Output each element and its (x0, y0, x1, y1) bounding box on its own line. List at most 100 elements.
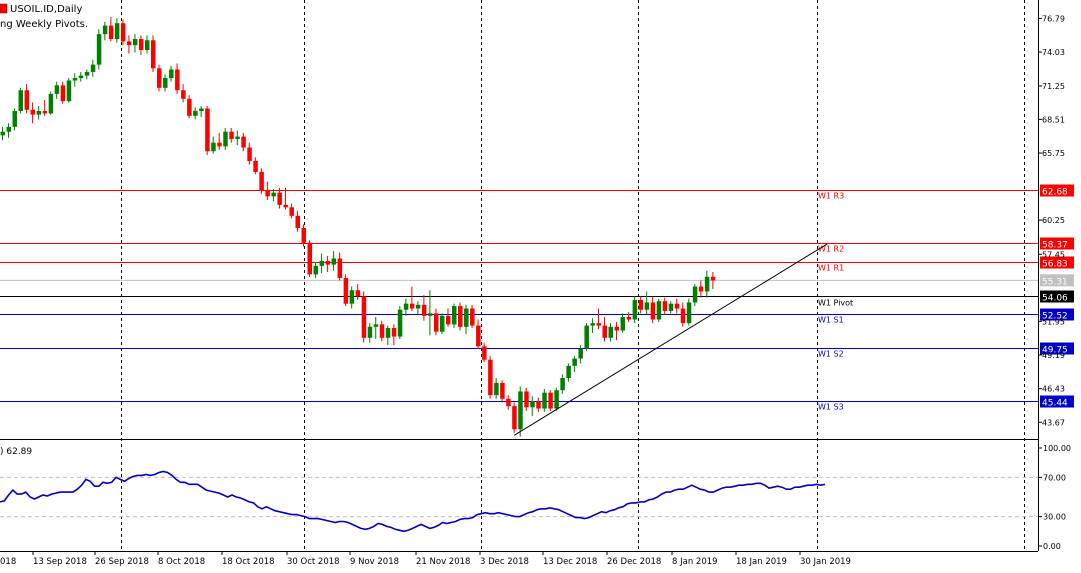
candle-body (193, 110, 198, 116)
chart-frames (0, 0, 1039, 552)
trendline-group (513, 243, 828, 436)
candle-body (518, 391, 523, 430)
candle-body (144, 40, 150, 50)
candle-body (126, 41, 132, 46)
candle-body (289, 207, 294, 216)
price-tick-label: 76.79 (1042, 14, 1065, 23)
candle-body (452, 306, 457, 325)
candle-body (199, 108, 204, 111)
candle-body (470, 308, 475, 326)
candle-body (295, 215, 300, 229)
rsi-axis[interactable]: 100.00 70.00 30.00 0.00 (1038, 444, 1071, 551)
candle-body (692, 286, 698, 303)
pivot-levels: W1 R3 62.68 W1 R2 58.37 W1 R1 56.83 W1 Pivot 54… (0, 184, 1074, 412)
candle-body (283, 204, 288, 208)
level-name-label: W1 S1 (818, 316, 844, 325)
candle-body (319, 260, 325, 266)
candle-body (361, 296, 367, 338)
candle-body (331, 258, 337, 265)
level-price-label: 58.37 (1042, 241, 1068, 251)
candle-body (614, 326, 620, 331)
time-tick-label: 8 Jan 2019 (672, 557, 718, 567)
rsi-tick-label: 30.00 (1043, 513, 1066, 522)
rsi-tick-label: 100.00 (1043, 444, 1071, 453)
candle-body (367, 326, 373, 338)
candle-body (698, 286, 704, 292)
level-name-label: W1 S2 (818, 350, 844, 359)
candle-body (686, 302, 692, 324)
candle-body (409, 303, 415, 309)
candle-body (704, 276, 710, 292)
price-axis[interactable]: 76.79 74.03 71.25 68.51 65.75 60.25 57.45 51.95… (1038, 14, 1065, 427)
candle-body (277, 192, 282, 205)
candle-body (530, 401, 535, 408)
candle-body (464, 308, 469, 327)
time-tick-label: 21 Nov 2018 (416, 557, 470, 567)
candle-body (494, 382, 499, 396)
candle-body (48, 93, 54, 114)
candle-body (0, 131, 5, 136)
candle-body (566, 365, 571, 379)
candlestick-series (0, 17, 716, 437)
candle-body (6, 126, 12, 132)
candle-body (96, 34, 102, 65)
candle-body (60, 85, 66, 102)
candle-body (325, 260, 331, 265)
rsi-tick-label: 70.00 (1043, 473, 1066, 482)
candle-body (138, 39, 144, 50)
time-tick-label: 18 Jan 2019 (736, 557, 787, 567)
candle-body (500, 382, 505, 399)
candle-body (241, 136, 246, 148)
time-tick-label: 18 Oct 2018 (222, 557, 275, 567)
vertical-gridlines (121, 0, 1025, 551)
candle-body (620, 317, 626, 331)
time-tick-label: 8 Oct 2018 (158, 557, 205, 567)
time-tick-label: 3 Dec 2018 (480, 557, 529, 567)
indicator-title: ng Weekly Pivots. (0, 19, 88, 30)
candle-body (554, 390, 559, 409)
candle-body (217, 142, 222, 147)
price-tick-label: 65.75 (1042, 149, 1065, 158)
price-tick-label: 43.67 (1042, 418, 1065, 427)
price-tick-label: 60.25 (1042, 216, 1065, 225)
level-price-tag (1040, 290, 1074, 303)
candle-body (379, 324, 385, 338)
candle-body (373, 324, 379, 327)
time-tick-label: 018 (0, 557, 16, 567)
level-price-tag (1040, 308, 1074, 321)
level-price-tag (1040, 237, 1074, 250)
level-price-label: 52.52 (1042, 312, 1068, 322)
price-tick-label: 57.45 (1042, 250, 1065, 259)
candle-body (223, 131, 228, 147)
time-tick-label: 9 Nov 2018 (350, 557, 399, 567)
candle-body (30, 109, 36, 115)
level-name-label: W1 S3 (818, 403, 844, 412)
candle-body (42, 110, 48, 114)
price-tick-label: 49.19 (1042, 351, 1065, 360)
candle-body (307, 242, 313, 275)
candle-body (385, 328, 391, 338)
candle-body (421, 304, 427, 316)
level-price-tag (1040, 395, 1074, 408)
candle-body (560, 378, 565, 391)
level-name-label: W1 R3 (818, 192, 844, 201)
candle-body (512, 406, 517, 430)
level-price-label: 54.06 (1042, 294, 1068, 304)
time-tick-label: 13 Dec 2018 (543, 557, 597, 567)
level-price-label: 45.44 (1042, 399, 1068, 409)
trendline (513, 243, 828, 436)
time-axis[interactable]: 13 Sep 2018 26 Sep 2018 8 Oct 2018 18 Oct 2… (0, 551, 851, 567)
candle-body (271, 192, 276, 197)
candle-body (301, 228, 306, 243)
candle-body (175, 69, 180, 91)
symbol-title: USOIL.ID,Daily (10, 4, 82, 15)
candle-body (114, 23, 120, 40)
candle-body (187, 98, 192, 116)
candle-body (247, 147, 252, 161)
candle-body (132, 39, 138, 46)
candle-body (662, 301, 668, 311)
candle-body (313, 265, 319, 275)
candle-body (163, 78, 168, 88)
